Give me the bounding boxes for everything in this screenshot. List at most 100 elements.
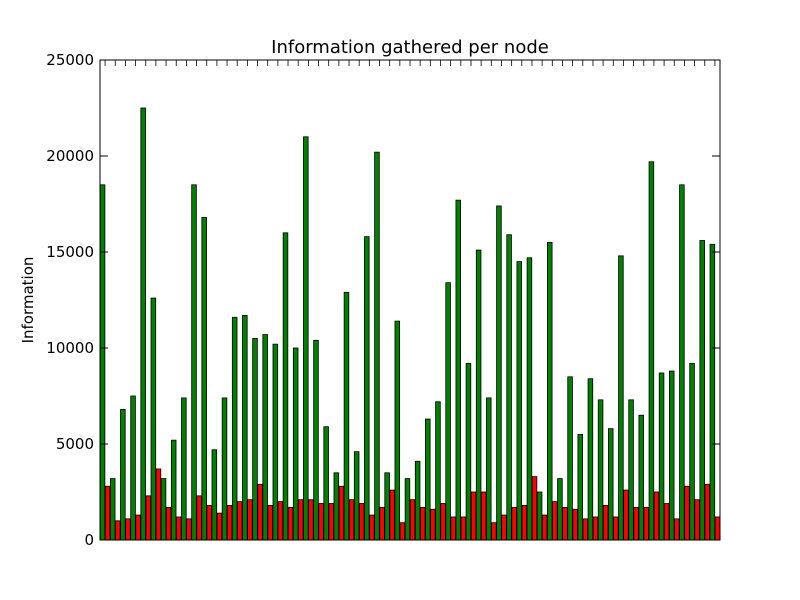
bar-series-1-13 bbox=[221, 397, 228, 541]
bar-series-2-25 bbox=[348, 499, 355, 541]
bar-series-1-5 bbox=[140, 107, 146, 541]
bar-series-1-38 bbox=[475, 249, 482, 541]
bar-series-1-30 bbox=[394, 320, 401, 541]
bar-series-2-22 bbox=[318, 503, 324, 541]
bar-series-1-36 bbox=[455, 199, 462, 541]
bar-series-2-10 bbox=[196, 495, 202, 541]
y-tick-label: 5000 bbox=[56, 435, 94, 453]
bar-series-2-38 bbox=[480, 491, 487, 541]
bar-series-1-48 bbox=[577, 433, 583, 541]
y-tick-label: 20000 bbox=[46, 147, 94, 165]
bar-series-1-17 bbox=[262, 334, 268, 541]
bar-series-1-1 bbox=[99, 184, 106, 541]
bar-series-1-39 bbox=[486, 397, 492, 541]
bar-series-2-52 bbox=[623, 489, 629, 541]
bar-series-1-10 bbox=[191, 184, 197, 541]
bar-series-1-23 bbox=[323, 426, 329, 541]
bar-series-1-45 bbox=[547, 241, 553, 541]
bar-series-1-58 bbox=[679, 184, 685, 541]
bar-series-2-46 bbox=[562, 506, 568, 541]
bar-series-2-30 bbox=[399, 522, 406, 541]
bar-series-2-6 bbox=[155, 468, 162, 541]
bar-series-1-3 bbox=[120, 409, 126, 541]
bar-series-2-27 bbox=[369, 514, 375, 541]
bar-series-1-32 bbox=[414, 460, 421, 541]
y-axis-label: Information bbox=[19, 257, 37, 344]
bar-series-2-35 bbox=[450, 516, 456, 541]
bar-series-2-57 bbox=[674, 518, 680, 541]
bar-series-2-23 bbox=[328, 503, 334, 541]
bar-series-2-50 bbox=[602, 505, 609, 541]
bar-series-2-26 bbox=[358, 503, 365, 541]
bar-series-1-59 bbox=[689, 362, 695, 541]
y-tick-label: 25000 bbox=[46, 51, 94, 69]
bar-series-2-42 bbox=[521, 505, 528, 541]
plot-frame bbox=[99, 59, 721, 541]
bar-series-1-40 bbox=[496, 205, 502, 541]
y-tick-label: 15000 bbox=[46, 243, 94, 261]
bar-series-1-22 bbox=[313, 339, 319, 541]
y-tick-label: 0 bbox=[84, 531, 94, 549]
bar-series-2-13 bbox=[226, 505, 233, 541]
bar-series-2-55 bbox=[653, 491, 660, 541]
bar-series-1-33 bbox=[425, 418, 431, 541]
bar-series-1-47 bbox=[567, 376, 573, 541]
bar-series-2-36 bbox=[460, 516, 467, 541]
bar-series-1-15 bbox=[242, 314, 248, 541]
bar-series-2-19 bbox=[287, 506, 294, 541]
bar-series-2-17 bbox=[267, 505, 273, 541]
bar-series-2-28 bbox=[379, 506, 385, 541]
bar-series-1-25 bbox=[343, 291, 350, 541]
bar-series-1-37 bbox=[465, 362, 472, 541]
bar-series-2-59 bbox=[694, 499, 700, 541]
ticks-layer: 0 5000 10000 15000 20000 25000 bbox=[46, 51, 720, 549]
bar-series-2-9 bbox=[186, 518, 192, 541]
bar-series-2-44 bbox=[541, 514, 548, 541]
bar-series-2-61 bbox=[714, 516, 721, 541]
bar-series-2-4 bbox=[135, 514, 141, 541]
bar-series-2-34 bbox=[440, 503, 446, 541]
bar-series-1-42 bbox=[516, 261, 522, 541]
bars-layer bbox=[99, 107, 721, 541]
bar-series-1-27 bbox=[364, 236, 370, 541]
bar-series-2-29 bbox=[389, 489, 395, 541]
bar-series-2-45 bbox=[552, 501, 558, 541]
bar-series-1-35 bbox=[445, 282, 451, 541]
chart-title: Information gathered per node bbox=[271, 37, 549, 58]
bar-series-2-39 bbox=[491, 522, 497, 541]
bar-series-2-32 bbox=[419, 506, 426, 541]
bar-series-2-60 bbox=[704, 483, 711, 541]
bar-series-1-14 bbox=[231, 316, 238, 541]
bar-series-1-50 bbox=[597, 399, 604, 541]
bar-series-1-21 bbox=[303, 136, 309, 541]
bar-series-2-37 bbox=[470, 491, 477, 541]
bar-series-2-5 bbox=[145, 495, 152, 541]
bar-series-1-49 bbox=[587, 378, 594, 541]
y-tick-label: 10000 bbox=[46, 339, 94, 357]
bar-series-2-16 bbox=[257, 483, 263, 541]
bar-series-1-28 bbox=[374, 151, 380, 541]
bar-series-1-18 bbox=[272, 343, 279, 541]
bar-series-1-16 bbox=[252, 337, 258, 541]
bar-series-2-3 bbox=[125, 518, 131, 541]
bar-series-1-44 bbox=[536, 491, 543, 541]
bar-series-1-9 bbox=[181, 397, 187, 541]
bar-series-1-61 bbox=[709, 243, 716, 541]
bar-series-1-31 bbox=[404, 478, 411, 541]
bar-series-1-60 bbox=[699, 240, 705, 541]
bar-series-2-31 bbox=[409, 499, 416, 541]
bar-series-1-26 bbox=[353, 451, 360, 541]
bar-series-1-41 bbox=[506, 234, 512, 541]
bar-series-2-8 bbox=[176, 516, 182, 541]
bar-series-1-7 bbox=[160, 478, 167, 541]
bar-series-1-24 bbox=[333, 472, 340, 541]
bar-series-2-43 bbox=[531, 476, 538, 541]
bar-series-1-29 bbox=[384, 472, 390, 541]
bar-series-1-54 bbox=[638, 414, 644, 541]
bar-series-1-51 bbox=[608, 428, 614, 541]
bar-series-1-11 bbox=[201, 217, 207, 541]
bar-series-2-21 bbox=[308, 499, 314, 541]
bar-series-1-43 bbox=[526, 257, 533, 541]
bar-series-2-24 bbox=[338, 485, 345, 541]
